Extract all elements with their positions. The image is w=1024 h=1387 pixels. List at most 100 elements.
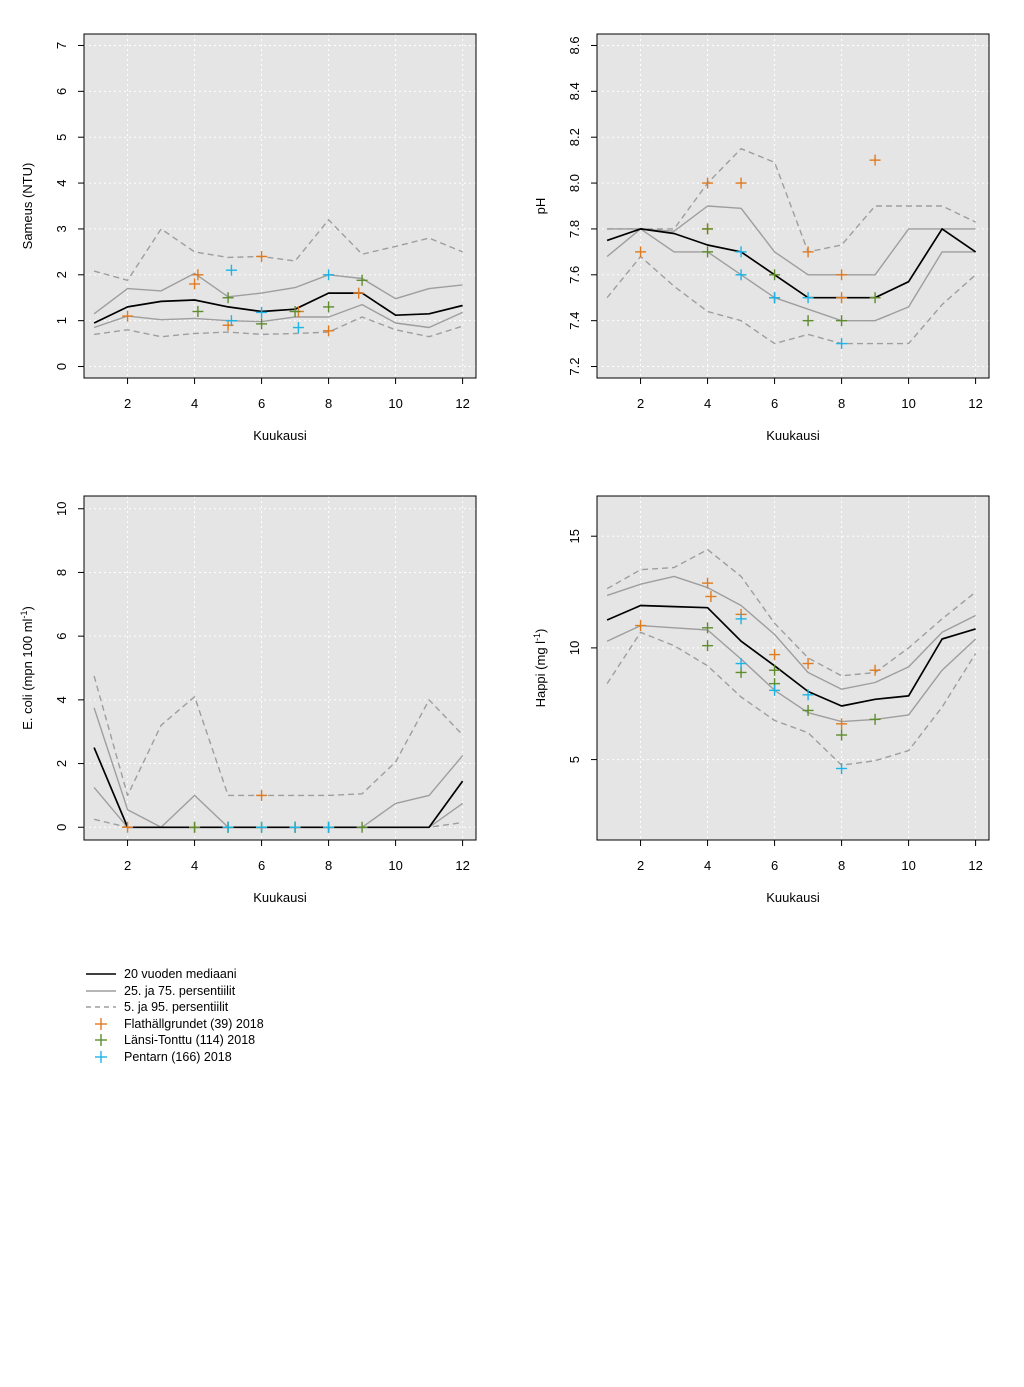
data-point xyxy=(836,269,848,281)
legend-swatch-pentarn xyxy=(95,1050,107,1063)
y-tick-label: 7.8 xyxy=(567,220,582,238)
data-point xyxy=(802,315,814,327)
data-point xyxy=(289,821,301,833)
quartile-75-line xyxy=(606,575,976,690)
quartile-25-line xyxy=(606,624,977,723)
y-tick-label: 3 xyxy=(54,225,69,232)
y-tick-label: 1 xyxy=(54,317,69,324)
data-point xyxy=(836,718,848,730)
data-point xyxy=(292,322,304,334)
x-axis-label: Kuukausi xyxy=(766,890,820,905)
x-tick-label: 6 xyxy=(258,858,265,873)
y-tick-label: 15 xyxy=(567,529,582,543)
y-tick-label: 10 xyxy=(54,502,69,516)
quartile-75-line xyxy=(93,272,463,315)
data-point xyxy=(222,821,234,833)
percentile-5-line xyxy=(606,631,977,766)
data-point xyxy=(702,577,714,589)
data-point xyxy=(802,658,814,670)
y-tick-label: 7.6 xyxy=(567,266,582,284)
data-point xyxy=(735,658,747,670)
x-axis-label: Kuukausi xyxy=(766,428,820,443)
x-tick-label: 12 xyxy=(968,858,982,873)
median-line xyxy=(93,747,464,829)
data-point xyxy=(836,338,848,350)
plot-frame xyxy=(596,33,990,379)
data-point xyxy=(356,821,368,833)
data-point xyxy=(323,821,335,833)
data-point xyxy=(735,269,747,281)
data-point xyxy=(323,269,335,281)
percentile-95-line xyxy=(93,675,464,797)
y-axis-label: Sameus (NTU) xyxy=(20,163,35,250)
data-point xyxy=(192,305,204,317)
x-tick-label: 8 xyxy=(838,396,845,411)
x-tick-label: 8 xyxy=(325,858,332,873)
x-tick-label: 8 xyxy=(325,396,332,411)
percentile-95-line xyxy=(607,147,976,253)
data-point xyxy=(225,315,237,327)
data-point xyxy=(836,315,848,327)
quartile-75-line xyxy=(607,205,976,276)
x-tick-label: 2 xyxy=(637,396,644,411)
data-point xyxy=(702,246,714,258)
y-tick-label: 7.2 xyxy=(567,357,582,375)
data-point xyxy=(735,177,747,189)
data-point xyxy=(869,154,881,166)
y-tick-label: 8 xyxy=(54,569,69,576)
y-axis-label-sup: -1 xyxy=(532,633,542,641)
x-axis-label: Kuukausi xyxy=(253,890,307,905)
legend-item: 25. ja 75. persentiilit xyxy=(86,983,406,1000)
x-axis-label: Kuukausi xyxy=(253,428,307,443)
data-point xyxy=(189,821,201,833)
data-point xyxy=(356,274,368,286)
y-tick-label: 7.4 xyxy=(567,312,582,330)
legend-swatch-quartile xyxy=(86,990,116,992)
legend-label: 20 vuoden mediaani xyxy=(124,967,237,982)
data-point xyxy=(869,664,881,676)
plot-frame xyxy=(83,33,477,379)
data-point xyxy=(192,269,204,281)
y-axis-label-end: ) xyxy=(20,606,35,610)
data-point xyxy=(256,250,268,262)
median-line xyxy=(606,228,977,299)
data-point xyxy=(702,640,714,652)
data-point xyxy=(769,664,781,676)
x-tick-label: 2 xyxy=(124,858,131,873)
x-tick-label: 10 xyxy=(388,396,402,411)
y-tick-label: 4 xyxy=(54,179,69,186)
data-point xyxy=(702,622,714,634)
data-point xyxy=(705,591,717,603)
legend-label: 5. ja 95. persentiilit xyxy=(124,1000,229,1015)
x-tick-label: 6 xyxy=(258,396,265,411)
x-tick-label: 4 xyxy=(191,396,198,411)
data-point xyxy=(802,704,814,716)
data-point xyxy=(256,821,268,833)
y-tick-label: 7 xyxy=(54,42,69,49)
y-tick-label: 6 xyxy=(54,633,69,640)
y-axis-label-main: E. coli (mpn 100 ml xyxy=(20,618,35,729)
x-tick-label: 6 xyxy=(771,858,778,873)
plot-background xyxy=(84,496,476,840)
y-tick-label: 8.6 xyxy=(567,36,582,54)
y-axis-label: Happi (mg l-1) xyxy=(532,629,548,708)
y-axis-label-main: Sameus (NTU) xyxy=(20,163,35,250)
data-point xyxy=(735,613,747,625)
data-point xyxy=(836,729,848,741)
legend-item: Pentarn (166) 2018 xyxy=(86,1049,406,1066)
data-point xyxy=(769,292,781,304)
data-point xyxy=(869,292,881,304)
y-tick-label: 8.4 xyxy=(567,82,582,100)
percentile-5-line xyxy=(94,316,463,338)
x-tick-label: 6 xyxy=(771,396,778,411)
legend-label: 25. ja 75. persentiilit xyxy=(124,983,236,998)
legend-swatch-lansi-tonttu xyxy=(95,1034,107,1047)
legend-swatch-percentile xyxy=(86,1006,116,1008)
data-point xyxy=(769,684,781,696)
data-point xyxy=(323,325,335,337)
y-tick-label: 4 xyxy=(54,696,69,703)
data-point xyxy=(802,689,814,701)
data-point xyxy=(635,620,647,632)
legend-swatch-median xyxy=(86,973,116,976)
data-point xyxy=(702,177,714,189)
